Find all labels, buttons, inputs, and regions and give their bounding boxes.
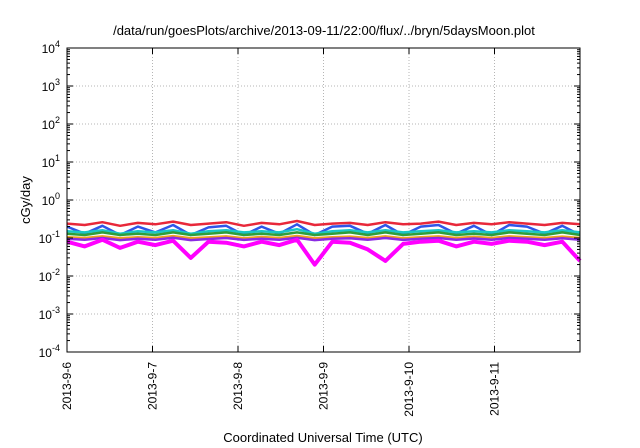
series-line [66,227,581,235]
x-tick-label: 2013-9-11 [488,362,502,416]
x-tick-label: 2013-9-10 [402,362,416,417]
y-tick-label: 10-2 [39,267,60,284]
y-tick-label: 102 [42,115,60,132]
series-line [66,237,582,267]
series-group [66,219,582,267]
y-tick-label: 100 [42,191,60,208]
series-line [66,219,581,228]
x-tick-label: 2013-9-9 [317,362,331,410]
chart-title: /data/run/goesPlots/archive/2013-09-11/2… [113,23,535,38]
x-tick-group: 2013-9-6 2013-9-7 2013-9-8 2013-9-9 2013-9-1… [60,48,502,417]
grid [67,48,580,352]
y-tick-group: 10-4 10-3 10-2 10-1 100 101 102 103 104 [39,39,580,360]
y-axis-label: cGy/day [18,176,33,224]
y-tick-label: 104 [42,39,60,56]
series-line [66,234,581,240]
y-tick-label: 101 [42,153,60,170]
y-tick-label: 10-3 [39,305,60,322]
x-tick-label: 2013-9-7 [146,362,160,410]
series-line [66,236,581,242]
x-axis-label: Coordinated Universal Time (UTC) [223,430,422,445]
x-tick-label: 2013-9-8 [231,362,245,410]
x-tick-label: 2013-9-6 [60,362,74,410]
series-line [66,231,581,237]
y-tick-label: 10-4 [39,343,60,360]
y-tick-label: 10-1 [39,229,60,246]
y-tick-label: 103 [42,77,60,94]
